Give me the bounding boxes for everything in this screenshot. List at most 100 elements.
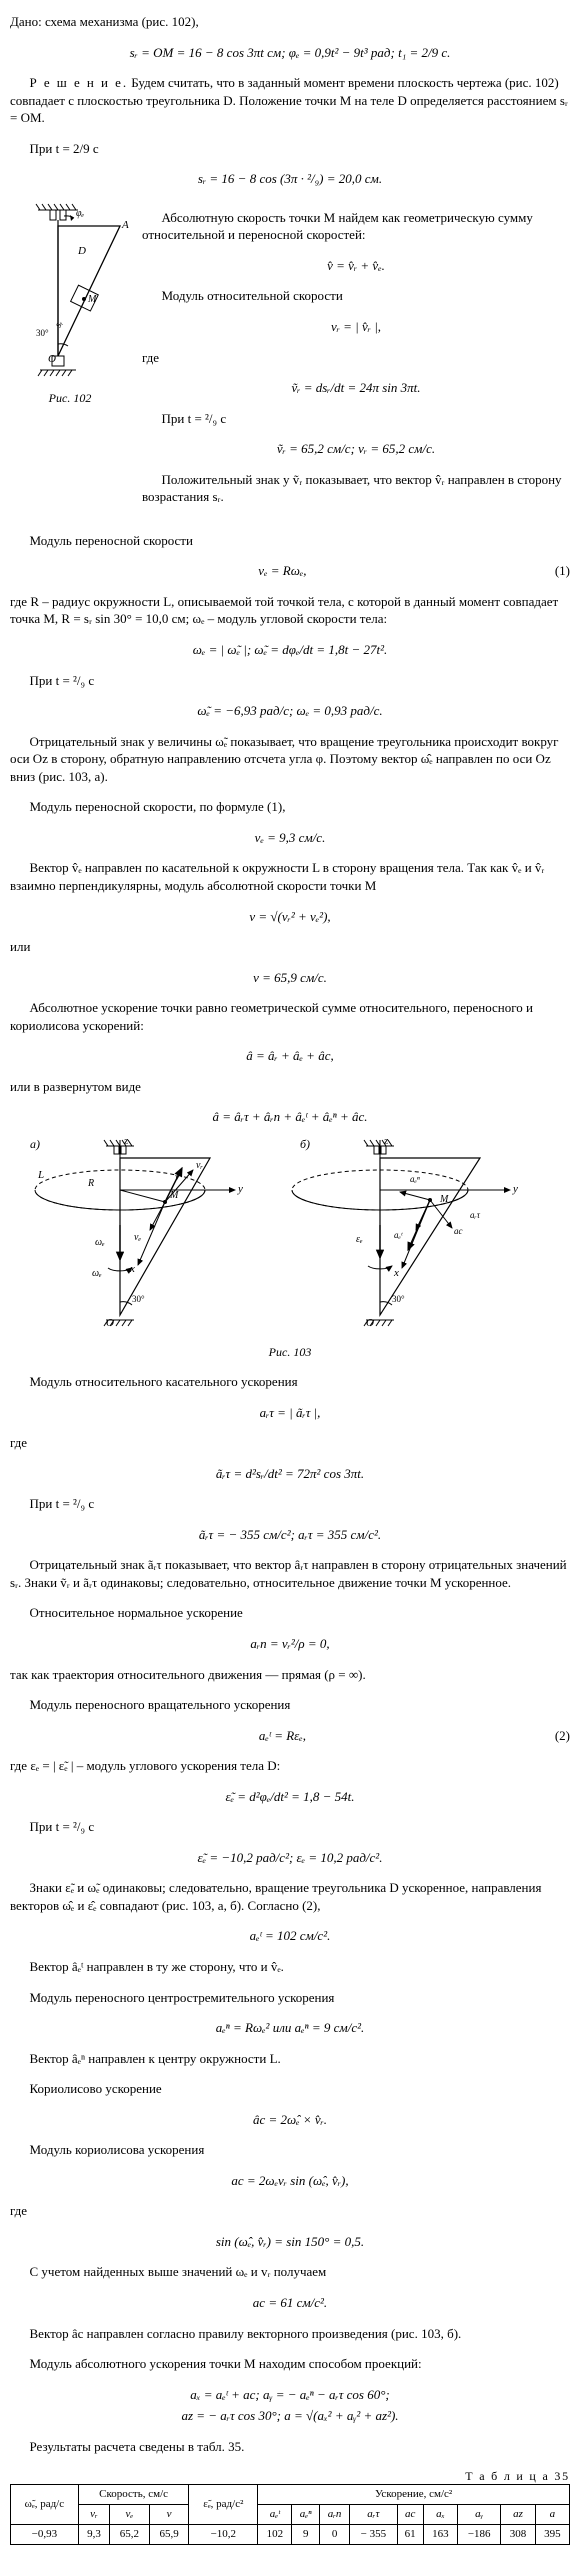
ac-val: ac = 61 см/с².: [10, 2294, 570, 2312]
td: 395: [535, 2525, 569, 2545]
fig103-caption: Рис. 103: [10, 1344, 570, 1360]
td: 308: [501, 2525, 535, 2545]
svg-text:y: y: [237, 1183, 243, 1195]
td: −186: [458, 2525, 501, 2545]
svg-text:D: D: [77, 245, 86, 257]
rel-norm-label: Относительное нормальное ускорение: [10, 1604, 570, 1622]
v-val: v = 65,9 см/с.: [10, 969, 570, 987]
td: 61: [397, 2525, 423, 2545]
table-row: −0,93 9,3 65,2 65,9 −10,2 102 9 0 − 355 …: [11, 2525, 570, 2545]
results-text: Результаты расчета сведены в табл. 35.: [10, 2438, 570, 2456]
svg-text:y: y: [512, 1183, 518, 1195]
where-R: где R – радиус окружности L, описываемой…: [10, 593, 570, 628]
th-aen: aₑⁿ: [292, 2505, 320, 2525]
svg-text:30°: 30°: [132, 1294, 145, 1304]
ve-val: vₑ = 9,3 см/с.: [10, 829, 570, 847]
td: −10,2: [189, 2525, 258, 2545]
td: −0,93: [11, 2525, 79, 2545]
fig102-block: φₑ A D M 30° sᵣ O Рис.: [10, 196, 570, 519]
abs-acc-proj: Модуль абсолютного ускорения точки M нах…: [10, 2355, 570, 2373]
td: 0: [319, 2525, 349, 2545]
svg-text:M: M: [439, 1194, 449, 1205]
at-t3: При t = ²/₉ с: [10, 672, 570, 690]
trans-rot-label: Модуль переносного вращательного ускорен…: [10, 1696, 570, 1714]
th-v: v: [149, 2505, 189, 2525]
svg-text:vᵣ: vᵣ: [196, 1160, 203, 1171]
ili: или: [10, 938, 570, 956]
art-vals: ãᵣτ = − 355 см/с²; aᵣτ = 355 см/с².: [10, 1526, 570, 1544]
svg-text:L: L: [37, 1169, 44, 1181]
vel-sum: v̂ = v̂ᵣ + v̂ₑ.: [142, 257, 570, 275]
svg-text:30°: 30°: [392, 1294, 405, 1304]
svg-text:v: v: [175, 1172, 180, 1183]
td: − 355: [350, 2525, 397, 2545]
th-arn: aᵣn: [319, 2505, 349, 2525]
svg-text:ωₑ: ωₑ: [95, 1237, 105, 1248]
at-t2: При t = ²/₉ с: [142, 410, 570, 428]
ac-dir: Вектор âc направлен согласно правилу век…: [10, 2325, 570, 2343]
v-sqrt: v = √(vᵣ² + vₑ²),: [10, 908, 570, 926]
th-acc-group: Ускорение, см/с²: [258, 2485, 570, 2505]
eps-vals: ε̃ₑ = −10,2 рад/с²; εₑ = 10,2 рад/с².: [10, 1849, 570, 1867]
fig102-svg: φₑ A D M 30° sᵣ O: [10, 196, 130, 386]
abs-vel-text: Абсолютную скорость точки M найдем как г…: [142, 209, 570, 244]
mod-rel-eq: vᵣ = | v̂ᵣ |,: [142, 318, 570, 336]
omega-vals: ω̃ₑ = −6,93 рад/с; ωₑ = 0,93 рад/с.: [10, 702, 570, 720]
aen-label: Модуль переносного центростремительного …: [10, 1989, 570, 2007]
svg-text:φₑ: φₑ: [76, 208, 85, 219]
th-vr: vᵣ: [78, 2505, 109, 2525]
with-vals: С учетом найденных выше значений ωₑ и vᵣ…: [10, 2263, 570, 2281]
since-line: так как траектория относительного движен…: [10, 1666, 570, 1684]
th-art: aᵣτ: [350, 2505, 397, 2525]
svg-text:aₑⁿ: aₑⁿ: [410, 1174, 420, 1184]
svg-text:O: O: [106, 1317, 114, 1329]
omega-eq: ωₑ = | ω̃ₑ |; ω̃ₑ = dφₑ/dt = 1,8t − 27t²…: [10, 641, 570, 659]
ac-mod: ac = 2ωₑvᵣ sin (ω̂ₑ, v̂ᵣ),: [10, 2172, 570, 2190]
neg-omega: Отрицательный знак у величины ω̃ₑ показы…: [10, 733, 570, 786]
aet-dir: Вектор âₑᵗ направлен в ту же сторону, чт…: [10, 1958, 570, 1976]
svg-text:x: x: [393, 1267, 399, 1279]
svg-text:A: A: [121, 219, 129, 231]
az-eq: az = − aᵣτ cos 30°; a = √(aₓ² + aᵧ² + az…: [10, 2407, 570, 2425]
aen-dir: Вектор âₑⁿ направлен к центру окружности…: [10, 2050, 570, 2068]
svg-text:30°: 30°: [36, 328, 49, 338]
table-header-row1: ω̃ₑ, рад/с Скорость, см/с ε̃ₑ, рад/с² Ус…: [11, 2485, 570, 2505]
svg-text:a): a): [30, 1137, 40, 1151]
at-t4: При t = ²/₉ с: [10, 1495, 570, 1513]
solution-label: Р е ш е н и е.: [30, 75, 129, 90]
gde1: где: [142, 349, 570, 367]
svg-text:aᵣτ: aᵣτ: [470, 1210, 481, 1220]
mod-trans2: Модуль переносной скорости, по формуле (…: [10, 798, 570, 816]
td: 102: [258, 2525, 292, 2545]
solution-start: Р е ш е н и е. Будем считать, что в зада…: [10, 74, 570, 127]
vr-vals: ṽᵣ = 65,2 см/с; vᵣ = 65,2 см/с.: [142, 440, 570, 458]
th-a: a: [535, 2505, 569, 2525]
td: 9,3: [78, 2525, 109, 2545]
art-eq: aᵣτ = | ãᵣτ |,: [10, 1404, 570, 1422]
results-table: ω̃ₑ, рад/с Скорость, см/с ε̃ₑ, рад/с² Ус…: [10, 2484, 570, 2545]
aet-val: aₑᵗ = 102 см/с².: [10, 1927, 570, 1945]
acc-sum: â = âᵣ + âₑ + âc,: [10, 1047, 570, 1065]
th-speed-group: Скорость, см/с: [78, 2485, 189, 2505]
where-eps: где εₑ = | ε̃ₑ | – модуль углового ускор…: [10, 1757, 570, 1775]
svg-text:aₑᵗ: aₑᵗ: [394, 1230, 403, 1240]
at-t5: При t = ²/₉ с: [10, 1818, 570, 1836]
abs-acc-text: Абсолютное ускорение точки равно геометр…: [10, 999, 570, 1034]
gde3: где: [10, 2202, 570, 2220]
pos-sign: Положительный знак у ṽᵣ показывает, что …: [142, 471, 570, 506]
cor-label: Кориолисово ускорение: [10, 2080, 570, 2098]
given-line: Дано: схема механизма (рис. 102),: [10, 13, 570, 31]
fig103-svg: a) z L R y M vᵣ vₑ v ωₑ ω: [10, 1130, 550, 1340]
ve-eq: vₑ = Rωₑ,(1): [10, 562, 570, 580]
art-tilde: ãᵣτ = d²sᵣ/dt² = 72π² cos 3πt.: [10, 1465, 570, 1483]
th-aet: aₑᵗ: [258, 2505, 292, 2525]
mod-cor-label: Модуль кориолисова ускорения: [10, 2141, 570, 2159]
svg-text:б): б): [300, 1137, 310, 1151]
ac-eq: âc = 2ω̂ₑ × v̂ᵣ.: [10, 2111, 570, 2129]
aet-eq: aₑᵗ = Rεₑ,(2): [10, 1727, 570, 1745]
svg-text:sᵣ: sᵣ: [53, 318, 66, 329]
td: 163: [423, 2525, 457, 2545]
at-t: При t = 2/9 с: [10, 140, 570, 158]
svg-text:vₑ: vₑ: [134, 1232, 141, 1243]
neg-art: Отрицательный знак ãᵣτ показывает, что в…: [10, 1556, 570, 1591]
